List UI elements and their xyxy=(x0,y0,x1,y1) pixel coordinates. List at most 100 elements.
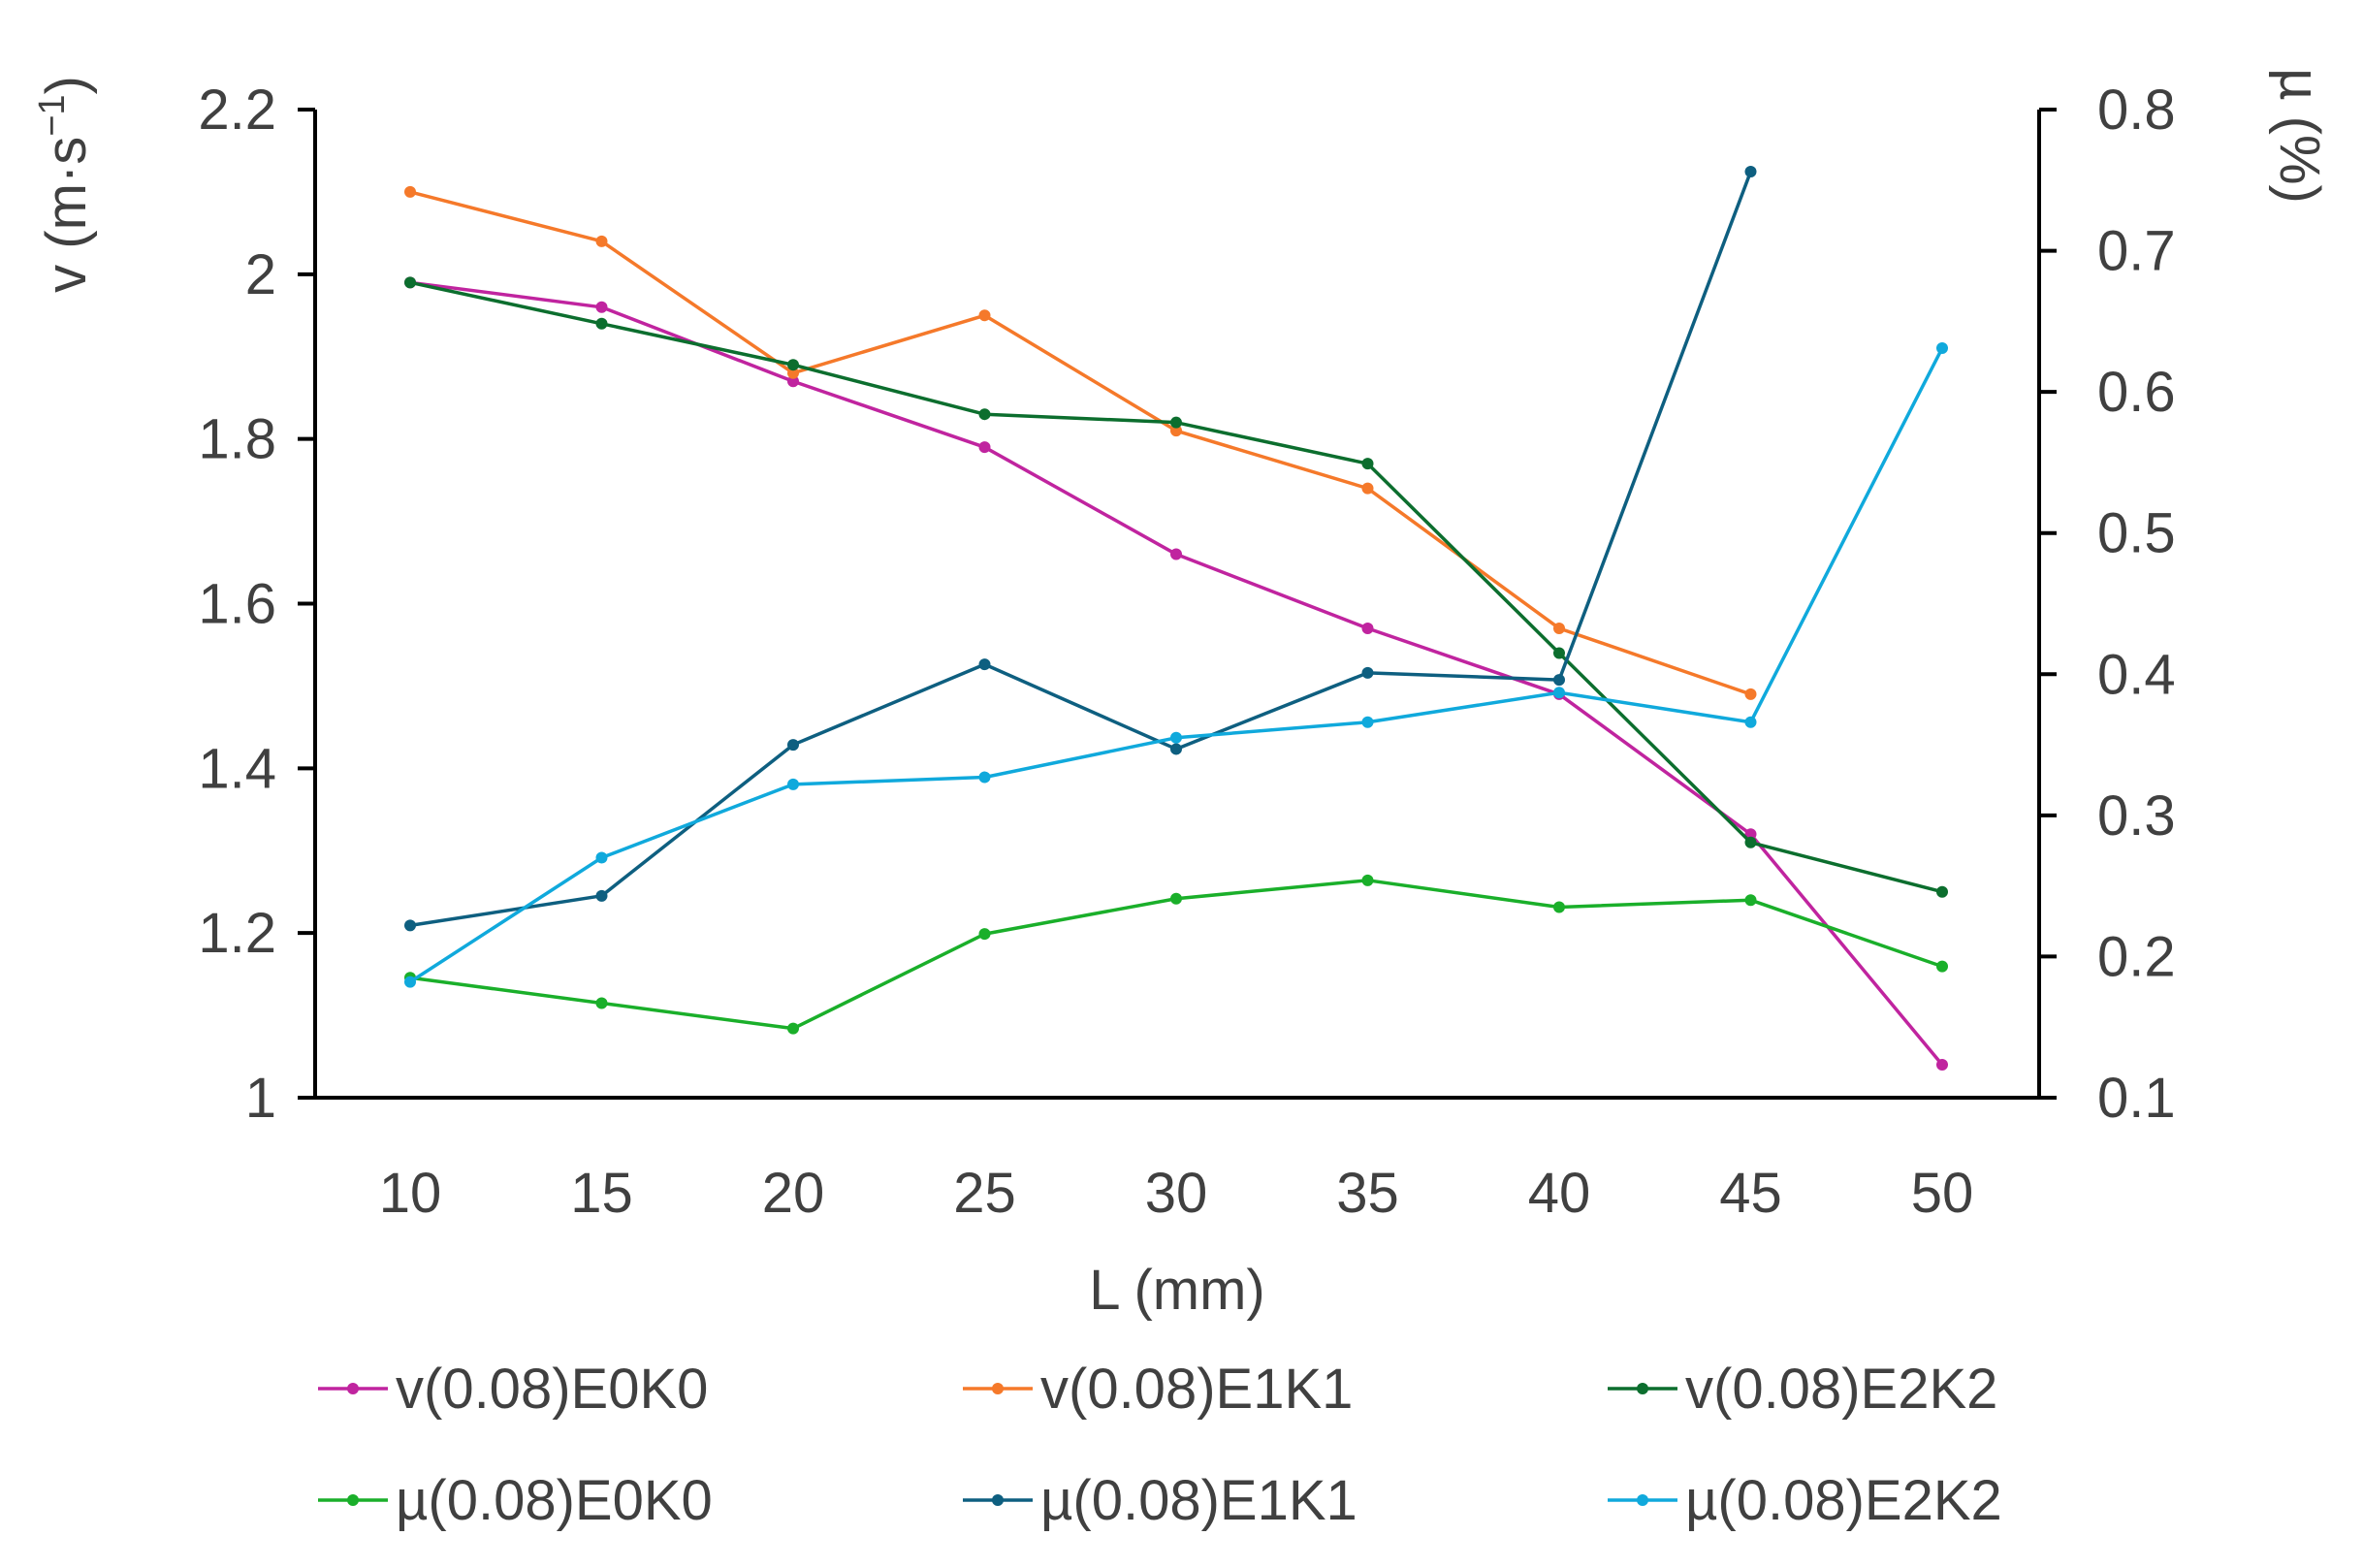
left-axis-title-close: ) xyxy=(35,76,98,94)
right-axis-ticks: 0.1 0.2 0.3 0.4 0.5 0.6 0.7 0.8 xyxy=(2039,79,2176,1130)
data-point xyxy=(404,976,416,988)
legend-swatch-marker xyxy=(992,1494,1004,1506)
legend-item: µ(0.08)E1K1 xyxy=(963,1469,1357,1532)
data-point xyxy=(1744,894,1757,907)
data-point xyxy=(787,359,799,371)
legend-item: v(0.08)E0K0 xyxy=(318,1358,708,1421)
left-axis-title-sup: −1 xyxy=(32,94,73,136)
data-point xyxy=(787,375,799,388)
legend: v(0.08)E0K0 v(0.08)E1K1 v(0.08)E2K2 µ(0.08)… xyxy=(318,1358,2002,1532)
x-tick-label: 45 xyxy=(1719,1162,1782,1225)
data-point xyxy=(978,408,991,421)
series-line xyxy=(409,171,1753,928)
data-point xyxy=(1553,622,1565,634)
x-axis-ticks: 10 15 20 25 30 35 40 45 50 xyxy=(379,1162,1974,1225)
series-line xyxy=(409,347,1944,984)
left-tick-label: 1.8 xyxy=(198,408,276,471)
series-4 xyxy=(404,874,1948,1035)
axes xyxy=(313,110,2041,1100)
left-tick-label: 1.2 xyxy=(198,902,276,965)
data-point xyxy=(1553,674,1565,687)
data-point xyxy=(595,317,608,330)
data-point xyxy=(1170,731,1182,744)
data-point xyxy=(1361,666,1374,679)
series-1 xyxy=(404,276,1948,1072)
legend-label: v(0.08)E2K2 xyxy=(1685,1358,1997,1421)
data-point xyxy=(404,276,416,289)
right-tick-label: 0.2 xyxy=(2097,925,2176,988)
legend-swatch-marker xyxy=(992,1383,1004,1394)
data-point xyxy=(978,928,991,941)
data-point xyxy=(787,367,799,379)
legend-swatch-marker xyxy=(347,1383,359,1394)
data-point xyxy=(404,185,416,198)
data-point xyxy=(1936,960,1948,973)
data-point xyxy=(1361,482,1374,495)
data-point xyxy=(1170,892,1182,905)
data-point xyxy=(1361,622,1374,634)
data-point xyxy=(1553,647,1565,659)
legend-label: µ(0.08)E2K2 xyxy=(1685,1469,2002,1532)
x-tick-label: 30 xyxy=(1145,1162,1208,1225)
legend-swatch-marker xyxy=(1637,1383,1648,1394)
x-tick-label: 50 xyxy=(1911,1162,1974,1225)
right-tick-label: 0.1 xyxy=(2097,1067,2176,1130)
data-point xyxy=(1936,885,1948,898)
legend-label: v(0.08)E1K1 xyxy=(1040,1358,1353,1421)
data-point xyxy=(1361,458,1374,470)
legend-label: v(0.08)E0K0 xyxy=(396,1358,708,1421)
series-5 xyxy=(404,166,1757,932)
series-6 xyxy=(404,342,1948,988)
series-layer xyxy=(404,166,1948,1072)
left-axis-title: v (m·s−1) xyxy=(32,76,98,293)
data-point xyxy=(978,441,991,454)
x-axis-title: L (mm) xyxy=(1089,1259,1264,1322)
x-tick-label: 15 xyxy=(570,1162,633,1225)
data-point xyxy=(595,235,608,247)
right-tick-label: 0.6 xyxy=(2097,361,2176,424)
x-tick-label: 10 xyxy=(379,1162,442,1225)
data-point xyxy=(1170,416,1182,429)
data-point xyxy=(1170,548,1182,560)
data-point xyxy=(1170,425,1182,437)
right-tick-label: 0.8 xyxy=(2097,79,2176,142)
right-axis-title: µ (%) xyxy=(2268,68,2331,204)
data-point xyxy=(787,1022,799,1035)
series-line xyxy=(409,280,1944,1067)
data-point xyxy=(404,919,416,932)
legend-item: µ(0.08)E2K2 xyxy=(1608,1469,2002,1532)
data-point xyxy=(1744,166,1757,178)
data-point xyxy=(595,301,608,313)
legend-swatch-marker xyxy=(347,1494,359,1506)
left-axis-ticks: 1 1.2 1.4 1.6 1.8 2 2.2 xyxy=(198,79,315,1130)
data-point xyxy=(595,889,608,902)
data-point xyxy=(1744,828,1757,841)
x-tick-label: 40 xyxy=(1528,1162,1591,1225)
data-point xyxy=(1744,688,1757,700)
x-tick-label: 20 xyxy=(762,1162,825,1225)
legend-item: v(0.08)E1K1 xyxy=(963,1358,1353,1421)
data-point xyxy=(978,658,991,671)
series-3 xyxy=(404,276,1948,898)
legend-item: v(0.08)E2K2 xyxy=(1608,1358,1997,1421)
x-tick-label: 35 xyxy=(1336,1162,1399,1225)
left-tick-label: 1.6 xyxy=(198,573,276,636)
left-tick-label: 1.4 xyxy=(198,737,276,800)
series-line xyxy=(409,280,1943,894)
left-axis-title-base: v (m·s xyxy=(35,137,98,293)
x-tick-label: 25 xyxy=(953,1162,1016,1225)
legend-label: µ(0.08)E0K0 xyxy=(396,1469,713,1532)
left-tick-label: 2 xyxy=(245,243,276,306)
data-point xyxy=(1361,716,1374,728)
series-line xyxy=(409,190,1752,696)
data-point xyxy=(787,739,799,752)
series-2 xyxy=(404,185,1757,700)
right-tick-label: 0.5 xyxy=(2097,502,2176,565)
data-point xyxy=(978,309,991,322)
legend-item: µ(0.08)E0K0 xyxy=(318,1469,713,1532)
data-point xyxy=(1744,836,1757,848)
left-tick-label: 1 xyxy=(245,1067,276,1130)
data-point xyxy=(595,851,608,864)
data-point xyxy=(1170,743,1182,755)
